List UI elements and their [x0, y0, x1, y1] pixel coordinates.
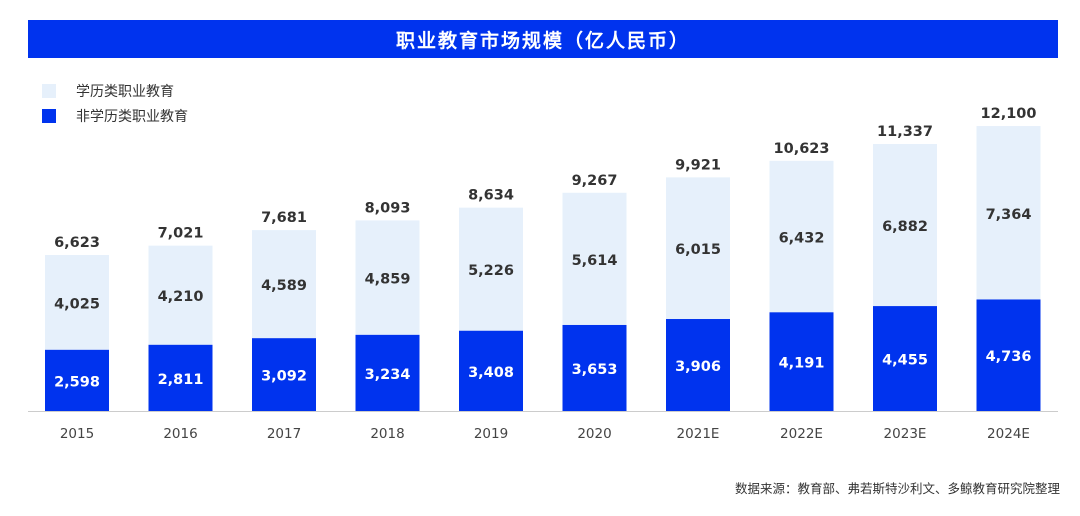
bar-non-academic-2022E	[769, 312, 834, 411]
bar-non-academic-2016	[148, 344, 213, 411]
label-total-2024E: 12,100	[981, 106, 1037, 122]
label-total-2020: 9,267	[572, 173, 618, 189]
x-tick-2018: 2018	[370, 426, 404, 442]
label-non-academic-2021E: 3,906	[675, 359, 721, 375]
label-non-academic-2023E: 4,455	[882, 353, 928, 369]
bar-non-academic-2018	[355, 334, 420, 411]
bar-academic-2018	[355, 220, 420, 335]
label-academic-2019: 5,226	[468, 263, 514, 279]
label-total-2016: 7,021	[158, 226, 204, 242]
label-academic-2024E: 7,364	[986, 207, 1032, 223]
label-total-2017: 7,681	[261, 210, 307, 226]
bar-non-academic-2023E	[873, 306, 937, 411]
x-tick-2024E: 2024E	[987, 426, 1030, 442]
chart-title-bar: 职业教育市场规模（亿人民币）	[28, 20, 1058, 58]
label-non-academic-2022E: 4,191	[779, 356, 825, 372]
x-tick-2015: 2015	[60, 426, 94, 442]
bar-academic-2017	[252, 230, 316, 339]
bar-academic-2024E	[976, 126, 1041, 300]
x-tick-2016: 2016	[163, 426, 197, 442]
label-non-academic-2015: 2,598	[54, 374, 100, 390]
label-non-academic-2016: 2,811	[158, 372, 204, 388]
label-non-academic-2024E: 4,736	[986, 349, 1032, 365]
legend-item-non-academic: 非学历类职业教育	[42, 103, 188, 128]
label-total-2022E: 10,623	[774, 141, 830, 157]
chart-title: 职业教育市场规模（亿人民币）	[395, 29, 690, 52]
label-total-2019: 8,634	[468, 188, 514, 204]
label-academic-2017: 4,589	[261, 278, 307, 294]
bar-academic-2019	[459, 207, 523, 331]
x-tick-2019: 2019	[474, 426, 508, 442]
label-total-2021E: 9,921	[675, 157, 721, 173]
bar-academic-2015	[45, 255, 109, 350]
label-academic-2018: 4,859	[365, 272, 411, 288]
x-tick-2021E: 2021E	[677, 426, 720, 442]
bar-academic-2023E	[873, 144, 937, 307]
label-academic-2016: 4,210	[158, 289, 204, 305]
label-total-2018: 8,093	[365, 200, 411, 216]
label-non-academic-2018: 3,234	[365, 367, 411, 383]
legend-swatch-non-academic	[42, 108, 56, 123]
label-non-academic-2017: 3,092	[261, 369, 307, 385]
legend-item-academic: 学历类职业教育	[42, 78, 188, 103]
bar-non-academic-2020	[562, 324, 627, 411]
bar-non-academic-2024E	[976, 299, 1041, 411]
label-academic-2020: 5,614	[572, 253, 618, 269]
label-academic-2023E: 6,882	[882, 219, 928, 235]
legend-swatch-academic	[42, 83, 56, 98]
data-source-note: 数据来源：教育部、弗若斯特沙利文、多鲸教育研究院整理	[734, 481, 1060, 496]
label-total-2023E: 11,337	[877, 124, 933, 140]
bar-non-academic-2021E	[666, 319, 730, 411]
legend-label-academic: 学历类职业教育	[76, 83, 174, 100]
label-academic-2021E: 6,015	[675, 242, 721, 258]
legend: 学历类职业教育 非学历类职业教育	[42, 78, 188, 128]
bar-non-academic-2017	[252, 338, 316, 411]
x-tick-2020: 2020	[577, 426, 611, 442]
label-non-academic-2020: 3,653	[572, 362, 618, 378]
x-tick-2017: 2017	[267, 426, 301, 442]
label-total-2015: 6,623	[54, 235, 100, 251]
legend-label-non-academic: 非学历类职业教育	[76, 108, 188, 125]
label-academic-2015: 4,025	[54, 296, 100, 312]
bar-non-academic-2015	[45, 349, 109, 411]
label-non-academic-2019: 3,408	[468, 365, 514, 381]
label-academic-2022E: 6,432	[779, 231, 825, 247]
x-tick-2022E: 2022E	[780, 426, 823, 442]
bar-academic-2021E	[666, 177, 730, 320]
bar-academic-2020	[562, 192, 627, 325]
bar-academic-2016	[148, 245, 213, 345]
bar-academic-2022E	[769, 160, 834, 313]
bar-non-academic-2019	[459, 330, 523, 411]
x-tick-2023E: 2023E	[884, 426, 927, 442]
